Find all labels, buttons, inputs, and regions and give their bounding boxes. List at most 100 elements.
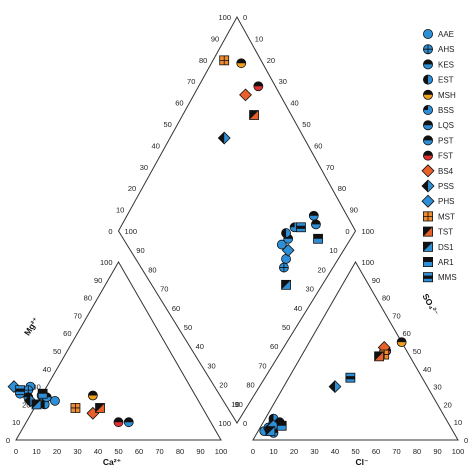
cl-tick-label: 10 [269,447,277,456]
anion-triangle [252,260,459,441]
diamond-upper-left-tick-label: 80 [199,56,207,65]
point-mms-anion [345,372,356,383]
ca-tick-label: 40 [94,447,102,456]
point-pst-cation [123,417,134,428]
diamond-lower-left-tick-label: 60 [172,304,180,313]
cl-tick-label: 50 [351,447,359,456]
legend-item-aae: AAE [422,28,454,39]
so4-tick-label: 40 [423,365,431,374]
diamond-upper-right-tick-label: 100 [362,227,375,236]
point-mst-diamond [219,55,230,66]
diamond-lower-right-tick-label: 50 [282,323,290,332]
diamond-upper-right-tick-label: 80 [338,184,346,193]
diamond-lower-left-tick-label: 50 [184,323,192,332]
cl-tick-label: 70 [392,447,400,456]
legend-item-mst: MST [422,211,455,222]
diamond-upper-left-tick-label: 10 [116,206,124,215]
legend-label: KES [438,60,454,69]
legend-item-bss: BSS [422,105,454,116]
point-est-diamond [281,228,291,238]
mg-tick-label: 30 [32,383,40,392]
diamond-lower-left-tick-label: 100 [125,227,138,236]
point-msh-anion [396,337,407,348]
legend-label: MSH [438,91,456,100]
point-lqs-diamond [308,210,319,221]
cl-tick-label: 0 [251,447,255,456]
legend-label: MST [438,212,455,221]
point-msh-diamond [236,58,247,69]
legend-item-kes: KES [422,59,454,70]
legend-label: DS1 [438,243,454,252]
point-pst-diamond [311,219,321,230]
diamond-upper-left-tick-label: 30 [140,163,148,172]
so4-axis-label: SO₄²⁻ [420,292,440,317]
legend-label: PHS [438,197,454,206]
mg-tick-label: 100 [100,258,113,267]
legend-item-phs: PHS [421,194,454,208]
diamond-upper-right-tick-label: 70 [326,163,334,172]
diamond-upper-right-tick-label: 40 [290,99,298,108]
point-ahs-diamond [279,262,289,273]
mg-tick-label: 60 [63,329,71,338]
point-pss-anion [328,380,342,394]
point-tst-anion [374,351,384,362]
legend-label: PST [438,136,454,145]
so4-tick-label: 90 [372,276,380,285]
ca-tick-label: 30 [73,447,81,456]
point-ds1-diamond [281,279,291,290]
legend-label: FST [438,152,453,161]
point-pss-diamond [217,131,231,145]
ca-tick-label: 10 [32,447,40,456]
diamond-lower-right-tick-label: 70 [258,361,266,370]
legend-label: LQS [438,121,454,130]
point-bs4-diamond [239,88,252,102]
diamond-lower-left-tick-label: 10 [231,400,239,409]
diamond-lower-right-tick-label: 90 [234,400,242,409]
diamond-lower-right-tick-label: 20 [317,265,325,274]
mg-tick-label: 0 [6,436,10,445]
ca-tick-label: 80 [176,447,184,456]
data-points [7,55,407,438]
point-aae-diamond [276,239,287,250]
mg-tick-label: 70 [73,311,81,320]
mg-axis-label: Mg²⁺ [22,315,41,337]
legend-label: TST [438,228,453,237]
cl-tick-label: 90 [433,447,441,456]
diamond-lower-left-tick-label: 30 [207,361,215,370]
ca-tick-label: 50 [114,447,122,456]
diamond-lower-right-tick-label: 80 [246,381,254,390]
point-ar1-cation [37,388,48,399]
legend-item-msh: MSH [422,89,456,100]
cl-axis-label: Cl⁻ [356,457,369,467]
legend-item-mms: MMS [422,272,457,282]
mg-tick-label: 50 [53,347,61,356]
legend-label: EST [438,76,454,85]
point-pss-cation [23,394,37,408]
diamond-upper-right-tick-label: 30 [279,77,287,86]
diamond-lower-right-tick-label: 30 [306,285,314,294]
legend-label: AR1 [438,258,454,267]
so4-tick-label: 30 [433,383,441,392]
legend-label: AAE [438,30,454,39]
point-mms-diamond [296,222,306,233]
legend-label: PSS [438,182,454,191]
legend-label: MMS [438,273,457,282]
cl-tick-label: 40 [331,447,339,456]
legend-item-pss: PSS [421,179,454,193]
point-aae-cation [50,395,60,406]
point-msh-cation [87,390,98,401]
so4-tick-label: 50 [413,347,421,356]
point-mst-cation [70,403,81,413]
point-tst-diamond [249,110,259,120]
so4-tick-label: 20 [444,400,452,409]
diamond-upper-right-tick-label: 90 [350,206,358,215]
diamond-upper-left-tick-label: 100 [218,13,231,22]
diamond-lower-left-tick-label: 20 [219,381,227,390]
so4-tick-label: 10 [454,418,462,427]
diamond-upper-left-tick-label: 60 [175,99,183,108]
diamond-upper-left-tick-label: 20 [128,184,136,193]
legend-item-pst: PST [422,135,454,145]
point-ds1-anion [265,426,276,437]
point-mms-cation [15,385,25,396]
